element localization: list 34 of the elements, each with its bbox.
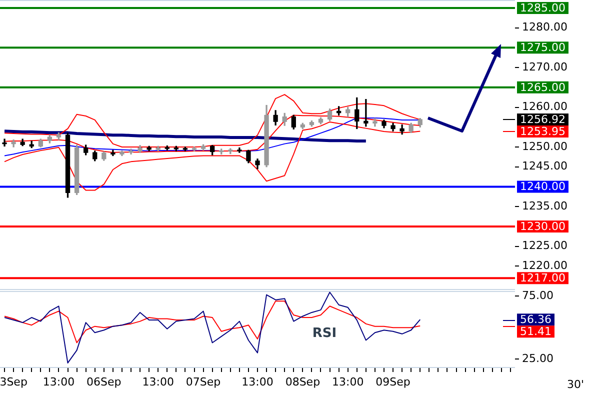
ref-line-label: 1217.00 <box>520 271 566 284</box>
text: 51.41 <box>520 324 552 338</box>
y-tick-label: 75.00 <box>522 288 554 302</box>
y-tick-label: 1235.00 <box>522 199 568 212</box>
x-tick-label: 06Sep <box>86 375 122 388</box>
y-tick-label: 1260.00 <box>522 100 568 114</box>
x-tick-label: 13:00 <box>142 375 174 388</box>
text: 56.36 <box>520 312 552 326</box>
y-tick-label: 1225.00 <box>522 239 568 252</box>
x-tick-label: 07Sep <box>186 375 221 388</box>
x-tick-label: 09Sep <box>376 375 410 388</box>
x-tick-label: 13:00 <box>242 375 274 388</box>
y-tick-label: 1245.00 <box>522 160 568 173</box>
y-tick-label: 25.00 <box>522 352 554 366</box>
y-tick-label: 1250.00 <box>522 140 568 153</box>
text: RSI <box>312 326 337 341</box>
y-tick-label: 1270.00 <box>522 60 568 74</box>
y-tick-label: 1220.00 <box>522 259 568 272</box>
x-tick-label: 13:00 <box>332 375 364 388</box>
candlestick <box>2 138 7 147</box>
y-tick-label: 1280.00 <box>522 20 568 34</box>
candlestick <box>364 98 368 127</box>
ref-line-label: 1275.00 <box>520 41 566 54</box>
ref-line-label: 1240.00 <box>520 180 566 194</box>
ref-line-label: 1265.00 <box>520 80 566 94</box>
x-tick-label: 13:00 <box>42 375 75 388</box>
candlestick <box>11 140 16 148</box>
x-axis-title: 30' <box>566 378 584 391</box>
text: 1256.92 <box>520 112 566 126</box>
x-tick-label: 08Sep <box>285 375 320 388</box>
ref-line-label: 1285.00 <box>520 1 566 14</box>
text: 1253.95 <box>520 124 566 138</box>
ref-line-label: 1230.00 <box>520 220 566 233</box>
x-tick-label: 3Sep <box>0 375 28 388</box>
